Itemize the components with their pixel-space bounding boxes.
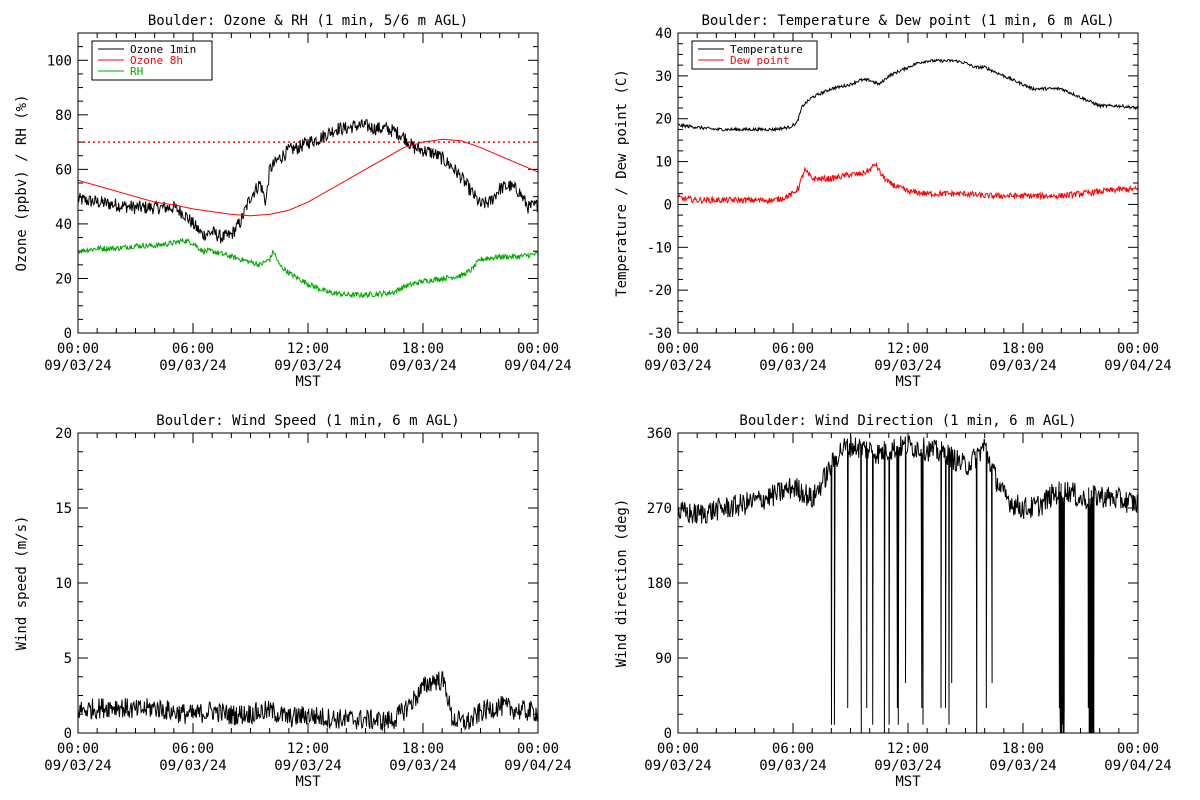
x-tick-label-date: 09/03/24 [44, 758, 111, 774]
x-tick-label-time: 18:00 [1002, 341, 1044, 357]
x-axis-label: MST [295, 774, 321, 790]
y-tick-label: 40 [655, 26, 672, 42]
chart-title: Boulder: Wind Speed (1 min, 6 m AGL) [156, 413, 459, 429]
x-tick-label-time: 12:00 [287, 741, 329, 757]
y-tick-label: 20 [55, 426, 72, 442]
plot-frame [677, 32, 1139, 334]
x-tick-label-time: 06:00 [772, 741, 814, 757]
x-tick-label-time: 00:00 [57, 341, 99, 357]
x-tick-label-date: 09/03/24 [874, 358, 941, 374]
x-tick-label-time: 12:00 [887, 741, 929, 757]
y-tick-label: 5 [64, 651, 72, 667]
x-tick-label-date: 09/03/24 [159, 758, 226, 774]
x-tick-label-date: 09/04/24 [504, 758, 571, 774]
x-tick-label-date: 09/03/24 [274, 358, 341, 374]
x-tick-label-date: 09/03/24 [989, 758, 1056, 774]
plot-frame [77, 432, 539, 734]
y-tick-label: 30 [655, 69, 672, 85]
y-tick-label: 360 [647, 426, 672, 442]
y-tick-label: 100 [47, 53, 72, 69]
y-tick-label: -20 [647, 283, 672, 299]
x-axis-label: MST [895, 774, 921, 790]
x-tick-label-date: 09/03/24 [759, 758, 826, 774]
x-tick-label-time: 00:00 [657, 741, 699, 757]
chart-title: Boulder: Ozone & RH (1 min, 5/6 m AGL) [148, 13, 468, 29]
y-tick-label: -30 [647, 326, 672, 342]
x-tick-label-date: 09/04/24 [1104, 758, 1171, 774]
x-tick-label-date: 09/03/24 [274, 758, 341, 774]
y-axis-label: Wind speed (m/s) [14, 516, 30, 651]
x-tick-label-time: 00:00 [57, 741, 99, 757]
x-tick-label-time: 12:00 [287, 341, 329, 357]
chart-panel-3: Boulder: Wind Speed (1 min, 6 m AGL) 0 5 10… [14, 413, 572, 790]
x-tick-label-time: 06:00 [172, 741, 214, 757]
x-axis-label: MST [895, 374, 921, 390]
series-line-3 [78, 238, 538, 299]
series-line-1 [78, 119, 538, 244]
y-tick-label: -10 [647, 240, 672, 256]
series-line-2 [678, 162, 1138, 205]
x-tick-label-date: 09/03/24 [989, 358, 1056, 374]
legend-label: Ozone 1min [130, 43, 196, 56]
y-tick-label: 10 [655, 155, 672, 171]
plot-frame [77, 32, 539, 334]
x-tick-label-date: 09/03/24 [644, 758, 711, 774]
chart-title: Boulder: Wind Direction (1 min, 6 m AGL) [739, 413, 1076, 429]
legend-label: Dew point [730, 54, 790, 67]
series-line-2 [78, 138, 538, 217]
chart-panel-2: Boulder: Temperature & Dew point (1 min,… [614, 13, 1172, 390]
series-line-1 [678, 58, 1138, 133]
x-tick-label-date: 09/03/24 [389, 758, 456, 774]
plot-frame [677, 432, 1139, 734]
x-tick-label-date: 09/03/24 [159, 358, 226, 374]
x-tick-label-time: 12:00 [887, 341, 929, 357]
y-tick-label: 15 [55, 501, 72, 517]
y-axis-label: Ozone (ppbv) / RH (%) [14, 94, 30, 271]
x-tick-label-time: 00:00 [657, 341, 699, 357]
y-tick-label: 20 [655, 112, 672, 128]
x-tick-label-date: 09/03/24 [389, 358, 456, 374]
y-tick-label: 40 [55, 217, 72, 233]
y-tick-label: 0 [664, 726, 672, 742]
x-tick-label-date: 09/04/24 [504, 358, 571, 374]
y-tick-label: 80 [55, 108, 72, 124]
series-line-1 [78, 671, 538, 731]
y-tick-label: 180 [647, 576, 672, 592]
x-tick-label-date: 09/03/24 [874, 758, 941, 774]
x-tick-label-time: 18:00 [402, 741, 444, 757]
legend-box [691, 40, 818, 70]
y-tick-label: 0 [64, 326, 72, 342]
y-tick-label: 0 [664, 197, 672, 213]
legend-label: RH [130, 65, 143, 78]
chart-panel-1: Boulder: Ozone & RH (1 min, 5/6 m AGL) 0 2… [14, 13, 572, 390]
x-tick-label-time: 06:00 [772, 341, 814, 357]
legend-label: Ozone 8h [130, 54, 183, 67]
y-axis-label: Temperature / Dew point (C) [614, 69, 630, 297]
x-tick-label-time: 18:00 [402, 341, 444, 357]
x-tick-label-time: 00:00 [517, 341, 559, 357]
x-tick-label-date: 09/03/24 [759, 358, 826, 374]
x-tick-label-date: 09/03/24 [644, 358, 711, 374]
y-tick-label: 270 [647, 501, 672, 517]
y-tick-label: 20 [55, 271, 72, 287]
y-tick-label: 60 [55, 162, 72, 178]
series-line-1 [678, 435, 1138, 733]
x-tick-label-time: 06:00 [172, 341, 214, 357]
y-tick-label: 10 [55, 576, 72, 592]
x-tick-label-time: 00:00 [1117, 741, 1159, 757]
x-tick-label-time: 18:00 [1002, 741, 1044, 757]
y-axis-label: Wind direction (deg) [614, 499, 630, 668]
y-tick-label: 90 [655, 651, 672, 667]
x-tick-label-date: 09/03/24 [44, 358, 111, 374]
y-tick-label: 0 [64, 726, 72, 742]
x-tick-label-time: 00:00 [1117, 341, 1159, 357]
x-axis-label: MST [295, 374, 321, 390]
chart-title: Boulder: Temperature & Dew point (1 min,… [701, 13, 1114, 29]
legend-label: Temperature [730, 43, 803, 56]
x-tick-label-date: 09/04/24 [1104, 358, 1171, 374]
chart-panel-4: Boulder: Wind Direction (1 min, 6 m AGL)… [614, 413, 1172, 790]
x-tick-label-time: 00:00 [517, 741, 559, 757]
